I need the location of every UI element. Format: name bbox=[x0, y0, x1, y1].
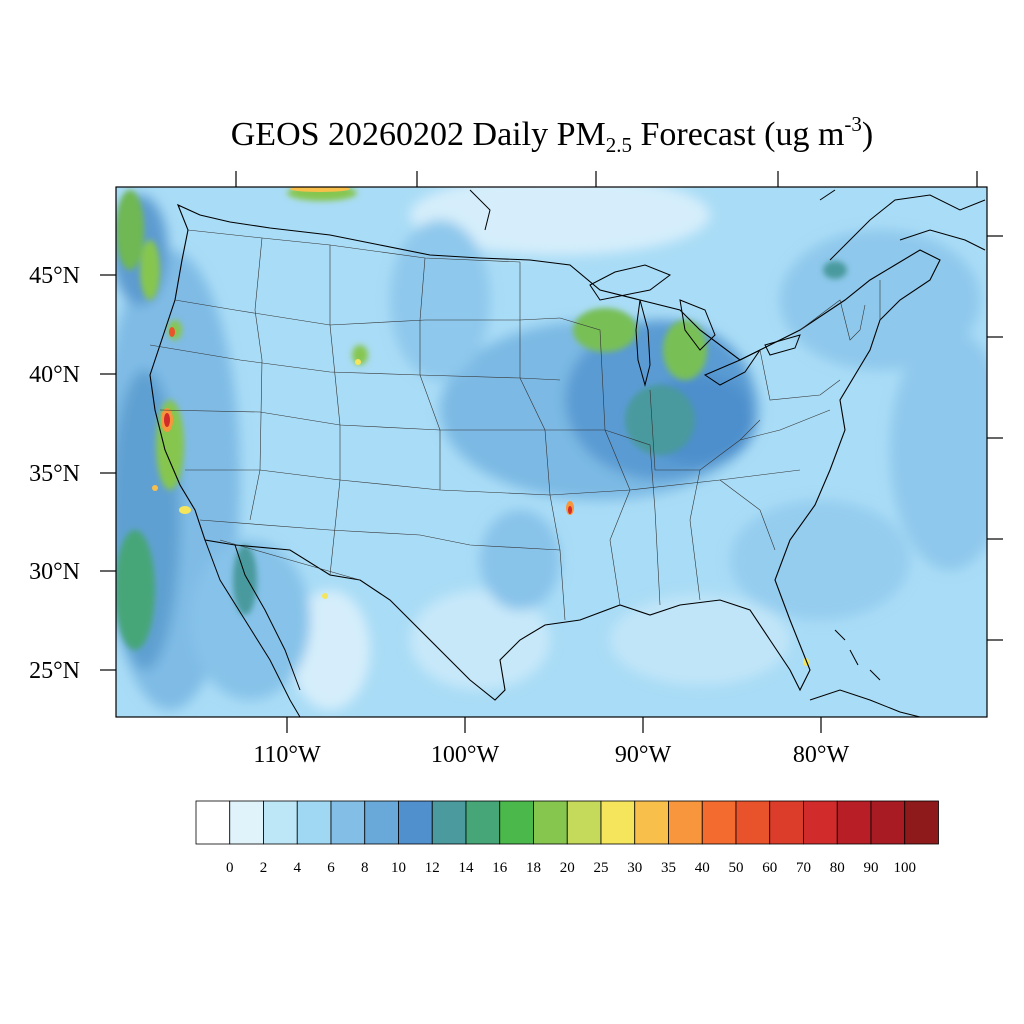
colorbar-swatch bbox=[668, 800, 703, 845]
lat-label: 40°N bbox=[29, 362, 80, 388]
colorbar-swatch bbox=[566, 800, 602, 845]
colorbar-label: 60 bbox=[762, 860, 777, 876]
colorbar: 0 2 4 6 8 10 12 14 16 18 20 25 30 35 40 50 60 70 80 90 100 bbox=[195, 800, 939, 876]
colorbar-label: 35 bbox=[661, 860, 676, 876]
colorbar-label: 14 bbox=[459, 860, 475, 876]
colorbar-swatch bbox=[803, 800, 838, 845]
lake-superior bbox=[589, 264, 672, 301]
hotspot-canada bbox=[290, 187, 350, 192]
lon-label: 80°W bbox=[793, 742, 850, 768]
colorbar-swatch bbox=[195, 800, 231, 845]
colorbar-swatch bbox=[735, 800, 771, 845]
right-ticks bbox=[987, 235, 1003, 641]
colorbar-label: 0 bbox=[226, 860, 234, 876]
map-frame bbox=[115, 186, 988, 718]
colorbar-label: 10 bbox=[391, 860, 406, 876]
lat-label: 30°N bbox=[29, 559, 80, 585]
bottom-ticks bbox=[286, 717, 822, 733]
lat-label: 45°N bbox=[29, 263, 80, 289]
colorbar-label: 4 bbox=[294, 860, 302, 876]
colorbar-swatch bbox=[330, 800, 366, 845]
colorbar-swatch bbox=[836, 800, 872, 845]
field-light-north-plains bbox=[410, 187, 710, 255]
colorbar-swatch bbox=[398, 800, 433, 845]
lake-huron bbox=[679, 299, 716, 351]
hotspot-la bbox=[179, 506, 191, 514]
hotspot-texas bbox=[322, 593, 328, 599]
colorbar-label: 16 bbox=[492, 860, 508, 876]
hotspot-oregon bbox=[169, 327, 175, 337]
lat-label: 35°N bbox=[29, 461, 80, 487]
colorbar-label: 2 bbox=[260, 860, 268, 876]
lake-michigan bbox=[635, 299, 651, 387]
map-outlines bbox=[149, 189, 986, 717]
field-green-pacific bbox=[116, 530, 155, 650]
lon-label: 110°W bbox=[253, 742, 321, 768]
hotspot-baja bbox=[152, 485, 158, 491]
hotspot-arkansas-core bbox=[568, 506, 572, 514]
field-green-pnw bbox=[116, 190, 144, 270]
colorbar-swatch bbox=[296, 800, 332, 845]
us-outline bbox=[149, 203, 941, 701]
colorbar-swatch bbox=[634, 800, 669, 845]
colorbar-swatch bbox=[701, 800, 737, 845]
field-mid-gulf bbox=[480, 510, 560, 610]
colorbar-label: 25 bbox=[594, 860, 609, 876]
colorbar-swatch bbox=[263, 800, 298, 845]
field-light-florida bbox=[610, 595, 790, 685]
field-mid-southeast bbox=[730, 500, 910, 620]
lon-label: 90°W bbox=[615, 742, 672, 768]
field-green-pnw2 bbox=[140, 240, 160, 300]
colorbar-label: 40 bbox=[695, 860, 710, 876]
colorbar-label: 8 bbox=[361, 860, 369, 876]
colorbar-label: 70 bbox=[796, 860, 811, 876]
colorbar-swatch bbox=[870, 800, 906, 845]
field-teal-indiana bbox=[625, 385, 695, 455]
colorbar-swatch bbox=[465, 800, 501, 845]
hotspot-california-core bbox=[164, 413, 170, 427]
colorbar-label: 18 bbox=[526, 860, 541, 876]
colorbar-swatch bbox=[499, 800, 534, 845]
colorbar-label: 20 bbox=[560, 860, 575, 876]
lon-label: 100°W bbox=[431, 742, 500, 768]
colorbar-label: 80 bbox=[830, 860, 845, 876]
canada-coast bbox=[469, 189, 986, 261]
colorbar-label: 6 bbox=[327, 860, 335, 876]
colorbar-swatch bbox=[364, 800, 399, 845]
field-mid-atlantic bbox=[890, 330, 987, 570]
field-mid-plains bbox=[390, 220, 490, 380]
colorbar-label: 50 bbox=[729, 860, 744, 876]
colorbar-swatch bbox=[904, 800, 939, 845]
field-green-maine bbox=[823, 261, 847, 279]
longitude-labels: 110°W 100°W 90°W 80°W bbox=[253, 742, 849, 768]
lake-erie bbox=[703, 348, 762, 386]
chart-title: GEOS 20260202 Daily PM2.5 Forecast (ug m… bbox=[230, 112, 874, 157]
colorbar-swatch bbox=[229, 800, 264, 845]
colorbar-label: 12 bbox=[425, 860, 440, 876]
baja-coast bbox=[204, 539, 301, 717]
cuba bbox=[809, 689, 921, 717]
pm25-field bbox=[116, 187, 987, 717]
colorbar-swatch bbox=[769, 800, 804, 845]
lat-label: 25°N bbox=[29, 658, 80, 684]
bahamas bbox=[834, 629, 881, 681]
latitude-labels: 45°N 40°N 35°N 30°N 25°N bbox=[29, 263, 80, 684]
colorbar-label: 90 bbox=[864, 860, 879, 876]
lake-ontario bbox=[764, 334, 801, 356]
field-green-michigan bbox=[663, 320, 707, 380]
top-ticks bbox=[235, 171, 978, 187]
colorbar-swatch bbox=[600, 800, 636, 845]
colorbar-label: 100 bbox=[894, 860, 917, 876]
field-light-texas bbox=[410, 590, 550, 690]
colorbar-swatch bbox=[431, 800, 467, 845]
colorbar-swatch bbox=[533, 800, 568, 845]
field-teal-gulf-ca bbox=[233, 545, 257, 615]
left-ticks bbox=[100, 274, 116, 671]
field-green-wisconsin bbox=[573, 308, 637, 352]
colorbar-label: 30 bbox=[627, 860, 642, 876]
hotspot-wyoming bbox=[355, 359, 361, 365]
state-lines bbox=[149, 229, 881, 621]
